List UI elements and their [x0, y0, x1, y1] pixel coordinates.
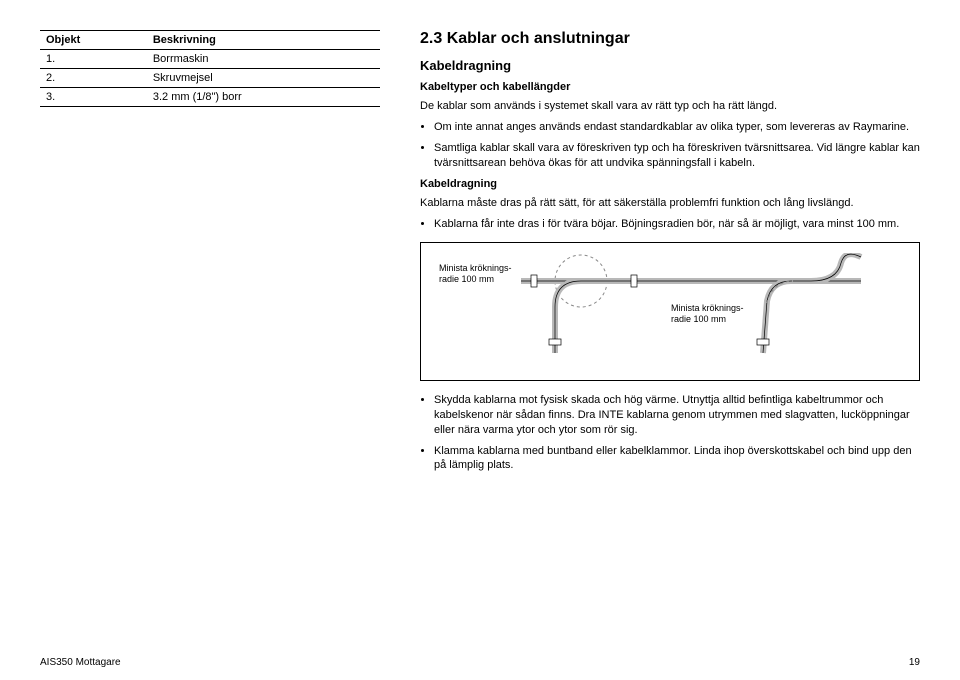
- list-item: Om inte annat anges används endast stand…: [434, 120, 920, 135]
- page-footer: AIS350 Mottagare 19: [40, 657, 920, 668]
- heading-kabeldragning-2: Kabeldragning: [420, 178, 920, 190]
- footer-page-number: 19: [909, 657, 920, 668]
- paragraph: De kablar som används i systemet skall v…: [420, 99, 920, 114]
- heading-kabeldragning: Kabeldragning: [420, 58, 920, 73]
- bullet-list: Om inte annat anges används endast stand…: [420, 120, 920, 171]
- objects-table: Objekt Beskrivning 1. Borrmaskin 2. Skru…: [40, 30, 380, 107]
- bullet-list: Skydda kablarna mot fysisk skada och hög…: [420, 393, 920, 473]
- table-row: 2. Skruvmejsel: [40, 69, 380, 88]
- heading-kabeltyper: Kabeltyper och kabellängder: [420, 81, 920, 93]
- list-item: Kablarna får inte dras i för tvära böjar…: [434, 217, 920, 232]
- col-header-objekt: Objekt: [40, 31, 147, 50]
- cable-bend-svg: Minista kröknings- radie 100 mm: [431, 253, 891, 373]
- paragraph: Kablarna måste dras på rätt sätt, för at…: [420, 196, 920, 211]
- diagram-label-1: Minista kröknings- radie 100 mm: [439, 263, 514, 284]
- bend-radius-diagram: Minista kröknings- radie 100 mm: [420, 242, 920, 381]
- list-item: Samtliga kablar skall vara av föreskrive…: [434, 141, 920, 171]
- diagram-label-2: Minista kröknings- radie 100 mm: [671, 303, 746, 324]
- table-row: 3. 3.2 mm (1/8") borr: [40, 88, 380, 107]
- list-item: Skydda kablarna mot fysisk skada och hög…: [434, 393, 920, 438]
- table-row: 1. Borrmaskin: [40, 50, 380, 69]
- col-header-beskrivning: Beskrivning: [147, 31, 380, 50]
- list-item: Klamma kablarna med buntband eller kabel…: [434, 444, 920, 474]
- footer-left: AIS350 Mottagare: [40, 657, 121, 668]
- section-title: 2.3 Kablar och anslutningar: [420, 30, 920, 48]
- bullet-list: Kablarna får inte dras i för tvära böjar…: [420, 217, 920, 232]
